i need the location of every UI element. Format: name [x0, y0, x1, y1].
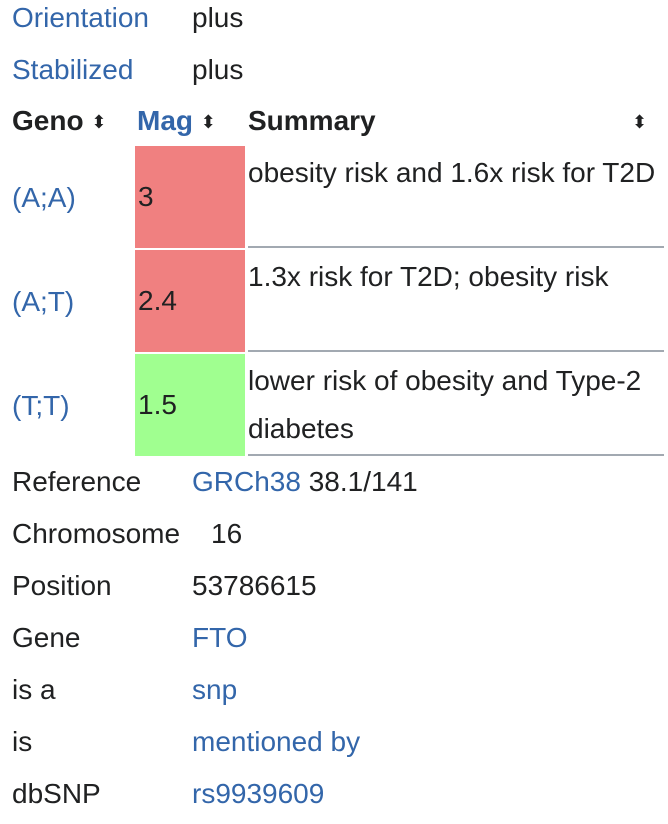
- chromosome-value: 16: [211, 518, 243, 549]
- orientation-label-link[interactable]: Orientation: [12, 2, 149, 33]
- position-value: 53786615: [192, 570, 317, 601]
- sort-icon[interactable]: ⬍: [200, 112, 216, 132]
- summary-header-label: Summary: [248, 105, 376, 136]
- summary-sort-control[interactable]: ⬍: [632, 96, 647, 146]
- gene-link[interactable]: FTO: [192, 622, 248, 653]
- is-label: is: [12, 726, 33, 757]
- stabilized-value: plus: [192, 54, 244, 85]
- table-row: (A;A) 3 obesity risk and 1.6x risk for T…: [0, 146, 664, 250]
- chromosome-label: Chromosome: [12, 518, 181, 549]
- sort-icon[interactable]: ⬍: [632, 112, 648, 132]
- genotype-link[interactable]: (T;T): [12, 390, 70, 421]
- table-row: (A;T) 2.4 1.3x risk for T2D; obesity ris…: [0, 250, 664, 354]
- reference-genome-link[interactable]: GRCh38: [192, 466, 301, 497]
- snp-link[interactable]: snp: [192, 674, 238, 705]
- table-row: (T;T) 1.5 lower risk of obesity and Type…: [0, 354, 664, 458]
- magnitude-cell: 3: [135, 146, 245, 248]
- gene-label: Gene: [12, 622, 81, 653]
- mag-header-link[interactable]: Mag: [137, 105, 193, 136]
- column-header-summary[interactable]: Summary: [248, 96, 376, 146]
- geno-header-label: Geno: [12, 105, 84, 136]
- position-label: Position: [12, 570, 112, 601]
- genotype-link[interactable]: (A;T): [12, 286, 75, 317]
- summary-cell: lower risk of obesity and Type-2 diabete…: [248, 354, 664, 456]
- summary-cell: obesity risk and 1.6x risk for T2D: [248, 146, 664, 248]
- column-header-mag[interactable]: Mag ⬍: [137, 96, 216, 146]
- reference-build: 38.1/141: [308, 466, 418, 497]
- is-a-label: is a: [12, 674, 56, 705]
- dbsnp-label: dbSNP: [12, 778, 101, 809]
- magnitude-cell: 1.5: [135, 354, 245, 456]
- stabilized-label-link[interactable]: Stabilized: [12, 54, 134, 85]
- column-header-geno[interactable]: Geno ⬍: [12, 96, 106, 146]
- sort-icon[interactable]: ⬍: [91, 112, 107, 132]
- summary-cell: 1.3x risk for T2D; obesity risk: [248, 250, 664, 352]
- magnitude-cell: 2.4: [135, 250, 245, 352]
- dbsnp-link[interactable]: rs9939609: [192, 778, 325, 809]
- reference-label: Reference: [12, 466, 142, 497]
- orientation-value: plus: [192, 2, 244, 33]
- mentioned-by-link[interactable]: mentioned by: [192, 726, 361, 757]
- genotype-link[interactable]: (A;A): [12, 182, 76, 213]
